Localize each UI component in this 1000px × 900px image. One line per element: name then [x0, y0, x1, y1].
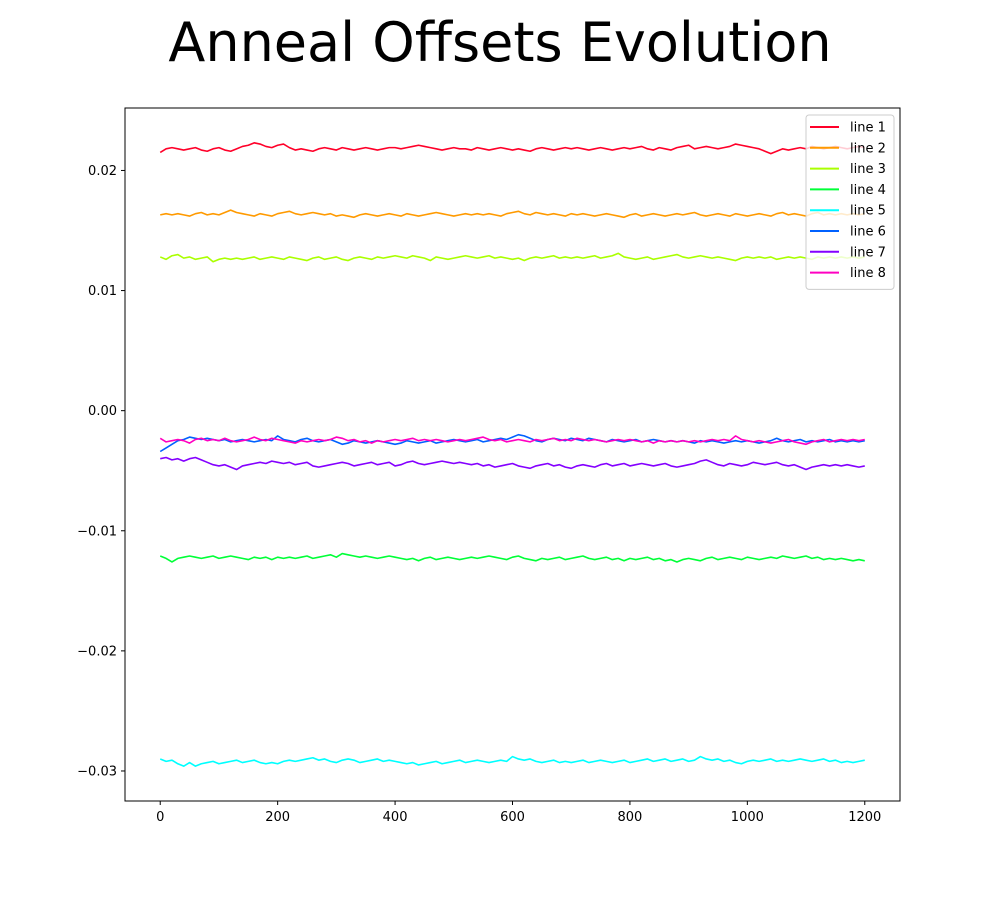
x-tick-label: 200	[265, 810, 290, 825]
legend-label: line 5	[850, 204, 886, 219]
legend-label: line 8	[850, 266, 886, 281]
x-tick-label: 600	[500, 810, 525, 825]
series-line-5	[159, 755, 865, 767]
series-line-2	[160, 209, 865, 219]
y-tick-label: 0.00	[88, 404, 117, 419]
series-line-8	[159, 435, 865, 446]
x-tick-label: 1000	[731, 810, 764, 825]
x-tick-label: 0	[156, 810, 164, 825]
series-line-3	[159, 252, 865, 263]
y-tick-label: −0.02	[77, 644, 117, 659]
legend-label: line 6	[850, 225, 886, 240]
x-tick-label: 1200	[848, 810, 881, 825]
legend-label: line 3	[850, 162, 886, 177]
series-line-4	[159, 552, 865, 563]
y-tick-label: −0.03	[77, 764, 117, 779]
legend-label: line 2	[850, 141, 886, 156]
x-tick-label: 400	[383, 810, 408, 825]
series-line-7	[160, 456, 865, 471]
legend: line 1 line 2 line 3 line 4 line 5 line 6 line…	[805, 114, 895, 290]
y-tick-label: 0.02	[88, 164, 117, 179]
legend-label: line 1	[850, 121, 886, 136]
x-axis: 0 200 400 600 800 1000 1200	[156, 801, 881, 825]
y-axis: 0.02 0.01 0.00 −0.01 −0.02 −0.03	[77, 164, 125, 779]
series-lines	[159, 142, 865, 767]
legend-label: line 7	[850, 245, 886, 260]
series-line-1	[159, 142, 865, 155]
y-tick-label: 0.01	[88, 284, 117, 299]
series-line-6	[159, 433, 865, 453]
legend-box	[805, 114, 895, 290]
y-tick-label: −0.01	[77, 524, 117, 539]
legend-label: line 4	[850, 183, 886, 198]
x-tick-label: 800	[618, 810, 643, 825]
chart-title: Anneal Offsets Evolution	[168, 11, 832, 74]
